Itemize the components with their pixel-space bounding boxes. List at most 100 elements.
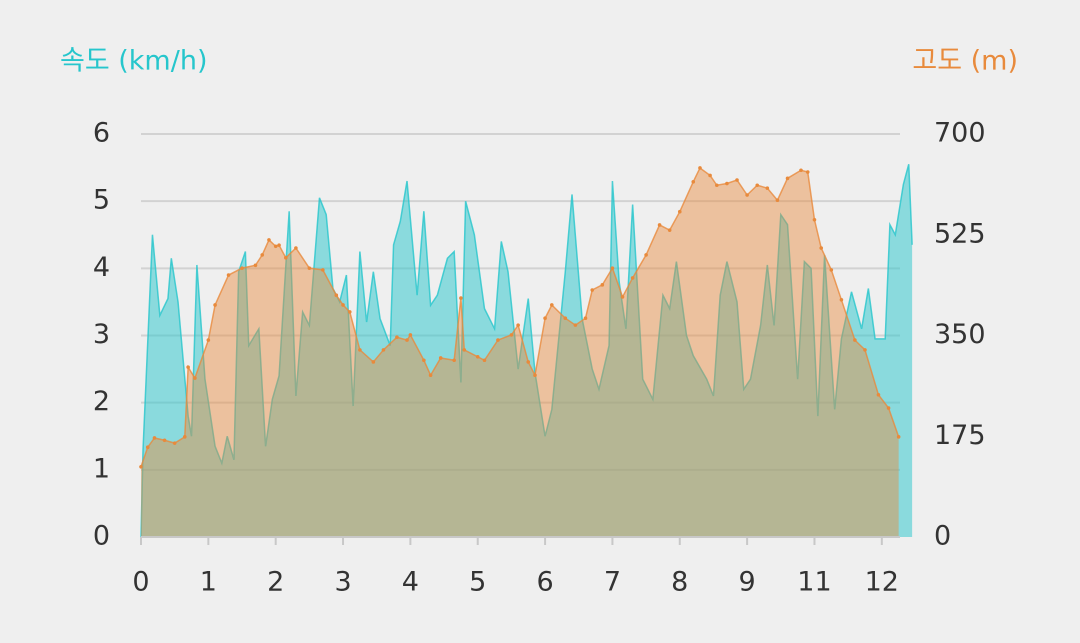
y-tick-label: 0 — [93, 521, 110, 552]
point — [667, 228, 672, 232]
y2-tick-label: 525 — [934, 218, 986, 249]
point — [162, 438, 167, 443]
point — [462, 348, 467, 352]
y-tick-label: 3 — [93, 319, 110, 350]
point — [516, 323, 520, 327]
point — [438, 356, 443, 360]
x-tick-label: 4 — [402, 567, 419, 598]
point — [812, 217, 817, 222]
point — [240, 266, 244, 270]
point — [543, 316, 547, 321]
x-tick-label: 1 — [200, 567, 217, 598]
point — [583, 316, 588, 321]
x-tick-label: 8 — [671, 567, 688, 598]
point — [620, 295, 625, 299]
x-tick-label: 3 — [334, 567, 351, 598]
point — [725, 181, 729, 186]
point — [853, 338, 857, 342]
point — [213, 303, 217, 307]
point — [283, 255, 288, 260]
point — [886, 406, 891, 410]
point — [395, 335, 399, 340]
point — [206, 338, 211, 342]
point — [509, 333, 514, 337]
point — [475, 355, 480, 359]
y-tick-label: 1 — [93, 453, 110, 484]
point — [698, 166, 702, 170]
point — [273, 244, 278, 249]
x-tick-label: 0 — [132, 567, 149, 598]
point — [590, 288, 595, 292]
point — [422, 358, 426, 363]
point — [896, 435, 901, 439]
point — [482, 358, 487, 363]
y2-tick-label: 175 — [934, 420, 986, 451]
x-tick-label: 6 — [536, 567, 553, 598]
point — [182, 435, 187, 439]
point — [533, 373, 537, 378]
y2-tick-label: 0 — [934, 521, 951, 552]
point — [677, 209, 682, 214]
point — [459, 296, 463, 300]
point — [876, 392, 881, 397]
point — [745, 193, 749, 197]
point — [805, 170, 810, 174]
point — [139, 464, 143, 469]
x-tick-label: 5 — [469, 567, 486, 598]
point — [644, 253, 648, 257]
point — [630, 276, 635, 280]
point — [550, 303, 554, 307]
point — [277, 243, 281, 247]
y-tick-label: 4 — [93, 252, 110, 283]
point — [193, 376, 197, 380]
point — [294, 246, 298, 250]
point — [819, 246, 824, 250]
x-tick-label: 2 — [267, 567, 284, 598]
x-tick-label: 12 — [865, 567, 899, 598]
point — [657, 223, 662, 227]
y-axis-title: 속도 (km/h) — [60, 46, 207, 77]
point — [253, 263, 258, 268]
point — [755, 183, 760, 188]
line — [140, 164, 913, 538]
point — [715, 183, 719, 188]
point — [152, 436, 157, 440]
point — [573, 323, 578, 327]
point — [775, 198, 780, 203]
point — [691, 179, 696, 184]
x-tick-label: 9 — [739, 567, 756, 598]
point — [785, 176, 790, 181]
point — [226, 273, 231, 277]
y2-tick-label: 350 — [934, 319, 986, 350]
point — [610, 266, 615, 270]
point — [496, 338, 500, 342]
point — [145, 445, 150, 449]
point — [321, 268, 325, 272]
y2-axis-title: 고도 (m) — [912, 46, 1018, 77]
point — [563, 316, 568, 321]
point — [526, 360, 531, 364]
point — [358, 348, 362, 352]
x-tick-label: 7 — [604, 567, 621, 598]
point — [839, 298, 844, 302]
point — [829, 268, 834, 272]
point — [347, 310, 352, 314]
point — [405, 338, 409, 342]
point — [708, 173, 712, 178]
point — [371, 360, 376, 364]
point — [260, 253, 265, 257]
point — [172, 441, 177, 445]
point — [735, 178, 739, 182]
point — [267, 238, 271, 242]
point — [307, 266, 312, 270]
point — [799, 168, 803, 173]
x-tick-label: 11 — [797, 567, 831, 598]
point — [452, 358, 456, 363]
point — [863, 348, 867, 352]
point — [428, 373, 433, 378]
point — [600, 283, 605, 287]
area — [141, 164, 913, 537]
point — [381, 348, 386, 352]
